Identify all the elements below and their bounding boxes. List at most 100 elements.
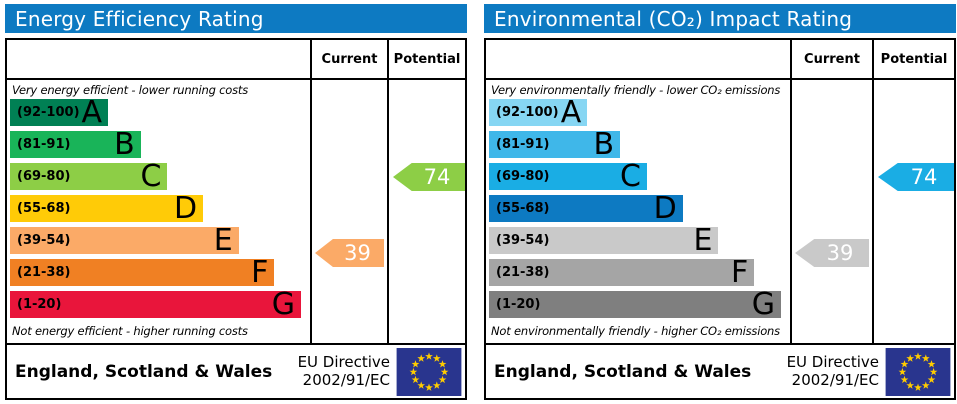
eu-star [432, 380, 441, 389]
band-letter: A [81, 95, 102, 130]
eu-star [417, 353, 426, 362]
eu-star [411, 359, 420, 367]
band-range: (92-100) [496, 105, 559, 120]
band-a: (92-100) A [10, 95, 108, 130]
table-footer: England, Scotland & Wales EU Directive 2… [7, 343, 465, 398]
band-c: (69-80) C [10, 159, 168, 194]
band-letter: B [593, 127, 615, 162]
eu-star [927, 375, 936, 383]
eu-directive-line2: 2002/91/EC [791, 370, 879, 389]
potential-rating-arrow: 74 [878, 163, 954, 191]
eu-star [411, 375, 420, 383]
environmental-rating-table: Current Potential Very environmentally f… [484, 38, 956, 400]
energy-rating-table: Current Potential Very energy efficient … [5, 38, 467, 400]
band-g: (1-20) G [489, 287, 782, 322]
header-spacer [7, 40, 310, 78]
band-range: (69-80) [17, 169, 71, 184]
scale-caption-bottom: Not energy efficient - higher running co… [12, 324, 248, 338]
band-f: (21-38) F [489, 255, 755, 290]
potential-rating-cell: 74 [872, 80, 954, 343]
band-range: (21-38) [496, 265, 550, 280]
scale-caption-top: Very energy efficient - lower running co… [12, 83, 248, 97]
eu-directive-line1: EU Directive [297, 353, 390, 372]
band-range: (69-80) [496, 169, 550, 184]
eu-star [929, 367, 938, 375]
potential-column-header: Potential [387, 40, 465, 78]
current-column-header: Current [790, 40, 872, 78]
band-range: (55-68) [17, 201, 71, 216]
eu-star [425, 383, 433, 391]
current-rating-cell: 39 [790, 80, 872, 343]
panel-title: Environmental (CO₂) Impact Rating [484, 4, 956, 33]
eu-star [914, 351, 922, 360]
band-b: (81-91) B [10, 127, 141, 162]
environmental-impact-panel: Environmental (CO₂) Impact Rating Curren… [484, 4, 956, 400]
band-range: (55-68) [496, 201, 550, 216]
band-d: (55-68) D [489, 191, 683, 226]
current-rating-cell: 39 [310, 80, 387, 343]
eu-star [900, 375, 909, 383]
eu-directive-line1: EU Directive [786, 353, 879, 372]
eu-star [906, 380, 915, 389]
band-range: (1-20) [17, 297, 62, 312]
band-range: (21-38) [17, 265, 71, 280]
band-e: (39-54) E [10, 226, 239, 256]
table-header-row: Current Potential [7, 40, 465, 80]
band-g: (1-20) G [10, 287, 302, 322]
eu-star [432, 353, 441, 362]
band-letter: G [751, 287, 776, 322]
energy-efficiency-panel: Energy Efficiency Rating Current Potenti… [5, 4, 467, 400]
eu-star [906, 353, 915, 362]
band-letter: F [730, 255, 749, 290]
eu-star [440, 367, 449, 375]
band-letter: C [140, 159, 162, 194]
band-letter: E [693, 223, 713, 258]
header-spacer [486, 40, 790, 78]
current-column-header: Current [310, 40, 387, 78]
scale-caption-top: Very environmentally friendly - lower CO… [491, 83, 781, 97]
eu-star [900, 359, 909, 367]
band-range: (39-54) [496, 233, 550, 248]
band-b: (81-91) B [489, 127, 621, 162]
band-letter: A [560, 95, 582, 130]
scale-caption-bottom: Not environmentally friendly - higher CO… [491, 324, 780, 338]
eu-star [898, 367, 907, 375]
band-letter: C [619, 159, 641, 194]
potential-rating-cell: 74 [387, 80, 465, 343]
band-range: (81-91) [17, 137, 71, 152]
region-label: England, Scotland & Wales [15, 361, 273, 382]
rating-bands: (92-100) A (81-91) B (69-80) C (55-68) D (39… [489, 95, 787, 323]
band-letter: D [173, 191, 198, 226]
band-range: (1-20) [496, 297, 541, 312]
potential-column-header: Potential [872, 40, 954, 78]
table-footer: England, Scotland & Wales EU Directive 2… [486, 343, 954, 398]
potential-rating-arrow: 74 [393, 163, 465, 191]
eu-star [914, 383, 922, 391]
eu-star [438, 375, 447, 383]
table-body-row: Very environmentally friendly - lower CO… [486, 80, 954, 343]
band-c: (69-80) C [489, 159, 647, 194]
band-letter: B [114, 127, 135, 162]
band-letter: D [653, 191, 677, 226]
band-d: (55-68) D [10, 191, 204, 226]
eu-star [921, 353, 930, 362]
eu-directive-label: EU Directive 2002/91/EC [297, 353, 390, 389]
rating-scale-cell: Very energy efficient - lower running co… [7, 80, 310, 343]
eu-flag-icon [396, 347, 462, 396]
eu-star [425, 351, 433, 360]
band-a: (92-100) A [489, 95, 588, 130]
table-body-row: Very energy efficient - lower running co… [7, 80, 465, 343]
rating-scale-cell: Very environmentally friendly - lower CO… [486, 80, 790, 343]
eu-directive-line2: 2002/91/EC [302, 370, 390, 389]
eu-directive-label: EU Directive 2002/91/EC [786, 353, 879, 389]
eu-star [417, 380, 426, 389]
band-letter: G [271, 287, 296, 322]
eu-flag-icon [885, 347, 951, 396]
current-rating-arrow: 39 [795, 239, 869, 267]
band-range: (92-100) [17, 105, 80, 120]
eu-star [438, 359, 447, 367]
band-e: (39-54) E [489, 223, 719, 258]
band-f: (21-38) F [10, 258, 275, 288]
band-range: (39-54) [17, 233, 71, 248]
